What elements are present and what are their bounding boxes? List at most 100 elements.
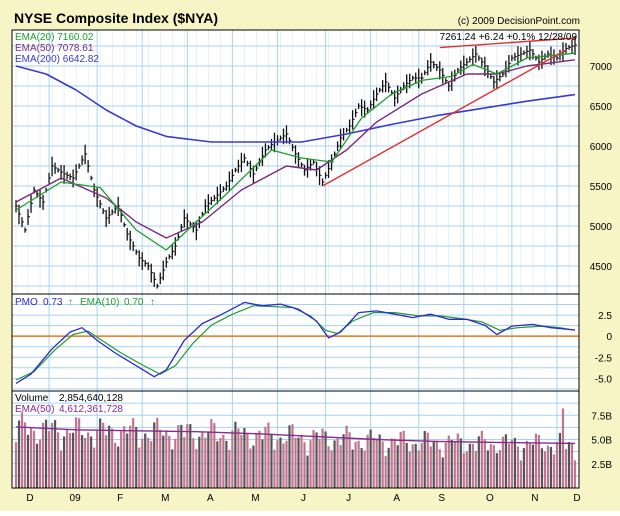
volume-bar [35,443,39,488]
volume-bar [372,437,375,488]
volume-bar [41,422,45,488]
volume-bar [393,438,396,488]
volume-bar [399,431,402,488]
volume-bar [552,454,556,488]
x-tick-label: D [573,493,580,504]
volume-bar [411,444,414,488]
volume-bar [387,447,390,488]
copyright-text: (c) 2009 DecisionPoint.com [458,16,580,27]
volume-bar [204,437,207,488]
volume-bar [519,460,523,488]
volume-bar [531,444,535,488]
volume-bar [525,440,529,488]
volume-bar [87,432,90,488]
volume-bar [258,430,261,488]
volume-bar [408,451,411,488]
x-tick-label: J [346,493,351,504]
volume-bar [396,445,399,488]
volume-bar [444,442,447,488]
volume-bar [144,433,147,488]
volume-bar [558,432,562,488]
volume-bar [20,412,24,488]
volume-bar [540,448,544,488]
volume-bar [132,418,135,488]
volume-bar [165,430,168,488]
volume-bar [273,449,276,488]
volume-bar [120,431,123,488]
chart-title: NYSE Composite Index ($NYA) [14,10,218,26]
volume-bar [23,422,27,488]
volume-bar [174,438,177,488]
volume-bar [348,432,351,488]
ema50-line [15,59,576,239]
x-tick-label: M [251,493,259,504]
volume-bar [339,445,342,488]
volume-bar [225,440,228,488]
last-quote: 7261.24 +6.24 +0.1% 12/28/09 [440,32,578,43]
volume-bar [498,450,501,488]
volume-bar [501,436,504,488]
volume-bar [147,437,150,488]
volume-bar [108,425,111,488]
volume-bar [207,431,210,488]
x-tick-label: 09 [70,493,82,504]
volume-bar [105,435,108,488]
volume-bar [357,440,360,488]
volume-bar [264,426,267,488]
volume-bar [513,437,516,488]
pmo-y-tick-label: 0 [606,332,612,343]
volume-bar [171,449,174,488]
volume-ema-value: 4,612,361,728 [59,404,123,415]
pmo-y-tick-label: 2.5 [598,311,612,322]
volume-bar [420,442,423,488]
volume-bar [123,426,126,488]
volume-bar [111,428,114,488]
pmo-line [15,301,576,384]
volume-bar [489,444,492,488]
volume-bar [327,446,330,488]
volume-bar [59,450,63,488]
volume-bar [309,440,312,488]
volume-bar [345,425,348,488]
volume-bar [189,424,192,488]
volume-bar [141,438,144,488]
volume-bar [462,453,465,488]
volume-bar [210,419,213,488]
volume-bar [255,432,258,488]
volume-bar [330,450,333,488]
volume-bar [402,430,405,488]
volume-bar [438,449,441,488]
volume-bar [216,441,219,488]
volume-bar [228,449,231,488]
volume-bar [366,434,369,488]
volume-bar [324,431,327,488]
volume-y-tick-label: 2.5B [591,460,612,471]
volume-bar [429,446,432,488]
volume-bar [549,447,553,488]
volume-bar [180,424,183,488]
x-tick-label: D [26,493,33,504]
volume-bar [246,433,249,488]
volume-bar [138,447,141,488]
volume-bar [318,438,321,488]
volume-bar [516,446,519,488]
price-y-tick-label: 4500 [590,262,613,273]
volume-bar [192,438,195,488]
volume-bar [333,440,336,488]
volume-bar [183,437,186,488]
volume-bar [369,429,372,488]
pmo-value: 0.73 [43,297,63,308]
volume-bar [234,421,237,488]
volume-bar [303,442,306,488]
volume-bar [483,439,486,488]
volume-bar [360,448,363,488]
volume-bar [474,450,477,488]
volume-bar [492,445,495,488]
volume-bar [186,424,189,488]
volume-bar [342,434,345,488]
volume-bar [459,438,462,488]
pmo-panel-background [12,294,579,391]
volume-bar [75,417,78,488]
volume-bar [99,418,102,488]
volume-bar [297,437,300,488]
